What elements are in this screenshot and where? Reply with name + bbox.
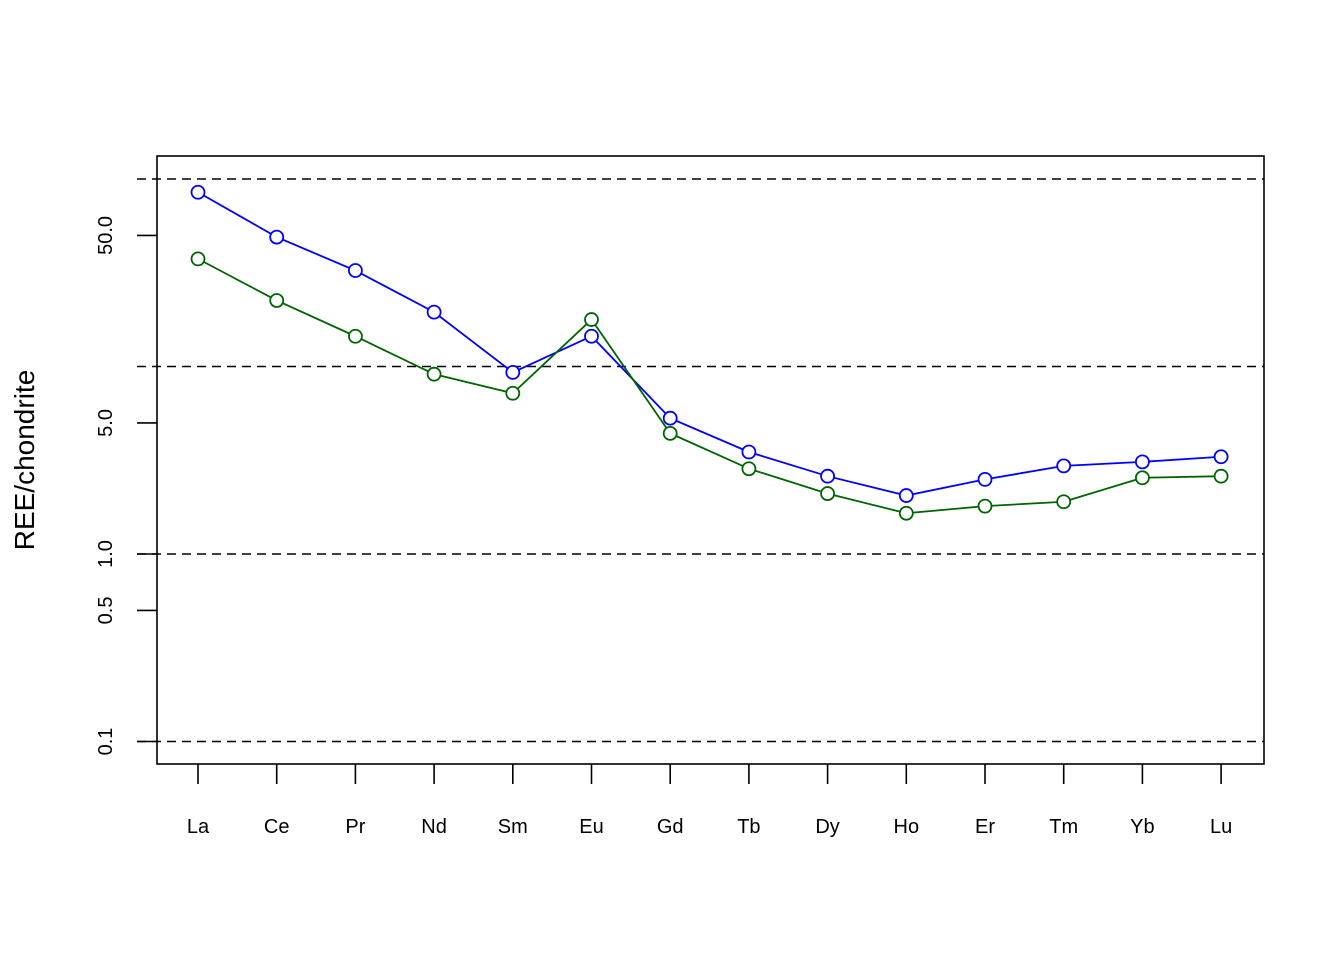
x-tick-label: Ce (264, 816, 290, 838)
series-line-1 (197, 191, 1222, 497)
x-tick-label: Tm (1049, 816, 1078, 838)
reference-lines (137, 178, 1264, 743)
series-2-point (662, 425, 678, 441)
series-1-point (1135, 454, 1150, 470)
series-1-point (820, 468, 835, 484)
x-tick-label: Gd (657, 816, 684, 838)
series-1-point (1056, 458, 1072, 474)
x-tick-label: Er (975, 816, 995, 838)
series-1-point (584, 328, 599, 344)
x-tick-label: Lu (1210, 816, 1232, 838)
x-tick-label: La (187, 816, 210, 838)
series-1-point (741, 444, 757, 460)
x-tick-label: Ho (894, 816, 920, 838)
series-2-point (190, 251, 206, 267)
x-tick-label: Nd (421, 816, 447, 838)
y-axis-label: REE/chondrite (9, 370, 40, 551)
x-axis: La Ce Pr Nd Sm Eu Gd Tb Dy Ho Er Tm Yb Lu (187, 764, 1232, 838)
series-line-2 (197, 258, 1222, 515)
series-1-point (1213, 449, 1229, 465)
y-tick-label: 0.1 (95, 728, 117, 756)
series-1-point (977, 471, 993, 487)
series-1-point (269, 229, 285, 245)
y-tick-label: 5.0 (95, 409, 117, 437)
series-1-point (190, 184, 206, 200)
series-2-point (898, 505, 914, 521)
series-1-point (898, 488, 914, 503)
y-tick-label: 0.5 (95, 597, 117, 625)
x-tick-label: Yb (1130, 816, 1154, 838)
x-tick-label: Dy (815, 816, 839, 838)
y-axis: 0.1 0.5 1.0 5.0 50.0 (95, 216, 157, 755)
x-tick-label: Tb (737, 816, 760, 838)
series-1-point (662, 410, 678, 426)
series-2-point (1135, 470, 1150, 486)
series-2-point (741, 461, 757, 477)
series-2-point (269, 293, 285, 308)
series-2-point (1056, 494, 1072, 510)
series-2-point (1213, 468, 1229, 484)
y-tick-label: 1.0 (95, 540, 117, 568)
series-2-point (977, 498, 993, 514)
y-tick-label: 50.0 (95, 216, 117, 255)
series-1-point (426, 304, 442, 320)
x-tick-label: Pr (345, 816, 365, 838)
series-1-point (505, 365, 521, 380)
x-tick-label: Sm (498, 816, 528, 838)
series-2-point (584, 312, 599, 327)
plot-frame (156, 155, 1265, 765)
series-1-point (347, 263, 363, 278)
series-group (190, 184, 1229, 521)
series-2-point (426, 366, 442, 382)
x-tick-label: Eu (579, 816, 603, 838)
series-2-point (347, 328, 363, 344)
series-2-point (820, 486, 835, 501)
series-2-point (505, 385, 521, 401)
